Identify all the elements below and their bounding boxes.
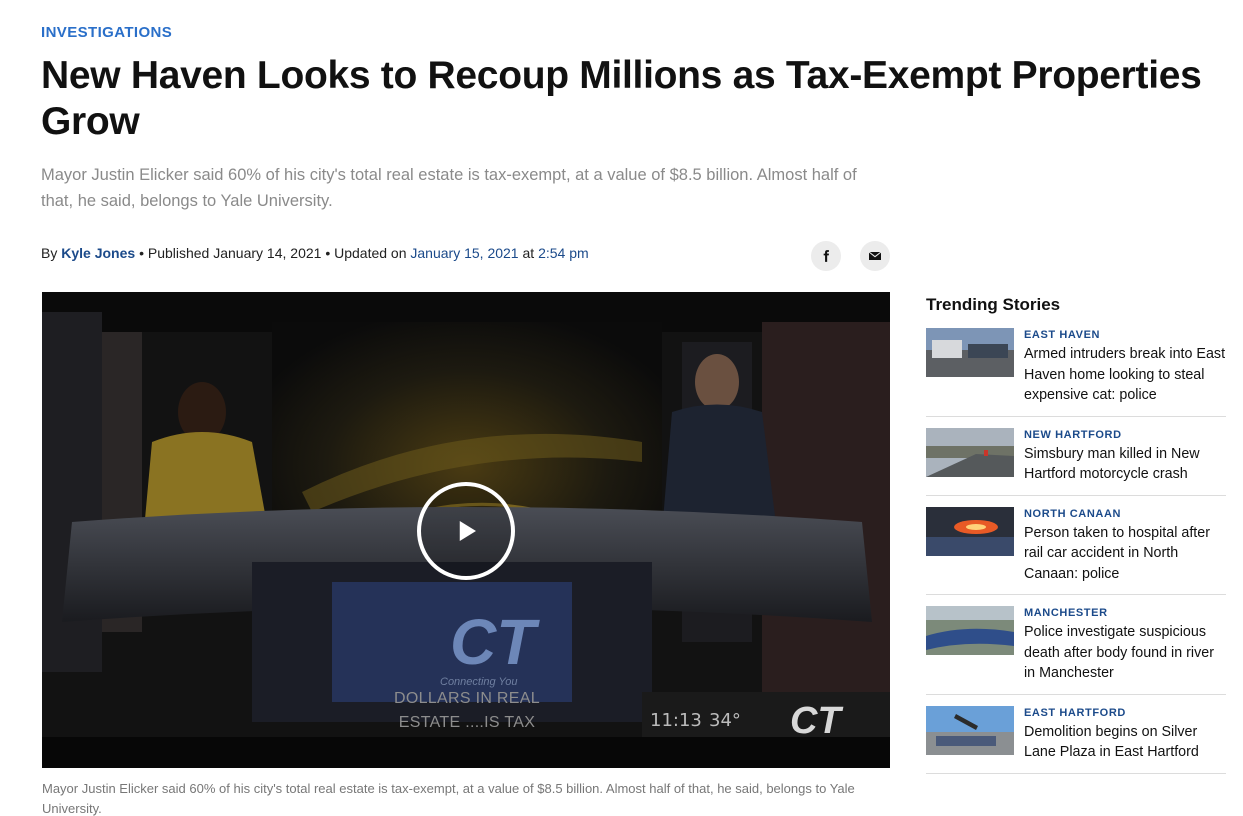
category-link[interactable]: INVESTIGATIONS — [41, 24, 173, 41]
facebook-share-button[interactable] — [811, 241, 841, 271]
trending-headline[interactable]: Demolition begins on Silver Lane Plaza i… — [1024, 723, 1199, 761]
video-frame — [42, 292, 890, 768]
email-icon — [868, 251, 882, 260]
byline-by: By — [41, 245, 58, 261]
video-caption-overlay: DOLLARS IN REAL ESTATE ....IS TAX — [372, 687, 562, 735]
trending-headline[interactable]: Armed intruders break into East Haven ho… — [1024, 346, 1226, 403]
trending-thumbnail[interactable] — [926, 606, 1014, 655]
article-headline: New Haven Looks to Recoup Millions as Ta… — [41, 54, 1202, 143]
published-text: • Published January 14, 2021 • Updated o… — [139, 245, 407, 261]
trending-item[interactable]: NEW HARTFORD Simsbury man killed in New … — [926, 427, 1226, 496]
email-share-button[interactable] — [860, 241, 890, 271]
updated-time: 2:54 pm — [538, 245, 589, 261]
author-link[interactable]: Kyle Jones — [61, 245, 136, 261]
video-clock: 11:13 — [650, 710, 702, 731]
trending-location[interactable]: EAST HARTFORD — [1024, 706, 1126, 719]
article-dek: Mayor Justin Elicker said 60% of his cit… — [41, 166, 857, 210]
video-temperature: 34° — [709, 710, 741, 731]
trending-list: EAST HAVEN Armed intruders break into Ea… — [926, 328, 1226, 785]
trending-thumbnail[interactable] — [926, 328, 1014, 377]
video-caption: Mayor Justin Elicker said 60% of his cit… — [42, 781, 855, 816]
byline: By Kyle Jones • Published January 14, 20… — [41, 245, 589, 261]
channel-bug: CT — [790, 700, 841, 742]
trending-location[interactable]: EAST HAVEN — [1024, 329, 1101, 341]
trending-thumbnail[interactable] — [926, 427, 1014, 477]
trending-location[interactable]: NORTH CANAAN — [1024, 507, 1122, 520]
trending-location[interactable]: MANCHESTER — [1024, 607, 1108, 619]
set-tagline: Connecting You — [440, 676, 518, 688]
trending-location[interactable]: NEW HARTFORD — [1024, 428, 1122, 441]
video-caption-line1: DOLLARS IN REAL — [394, 690, 540, 707]
trending-thumbnail[interactable] — [926, 705, 1014, 755]
play-icon — [459, 521, 476, 541]
trending-item[interactable]: EAST HARTFORD Demolition begins on Silve… — [926, 705, 1226, 774]
trending-title: Trending Stories — [926, 295, 1061, 314]
byline-at: at — [522, 245, 535, 261]
trending-headline[interactable]: Person taken to hospital after rail car … — [1024, 524, 1210, 582]
play-button[interactable] — [417, 482, 515, 580]
trending-item[interactable]: EAST HAVEN Armed intruders break into Ea… — [926, 328, 1226, 417]
facebook-icon — [823, 250, 829, 262]
video-caption-line2: ESTATE ....IS TAX — [398, 714, 536, 731]
trending-headline[interactable]: Police investigate suspicious death afte… — [1024, 624, 1214, 681]
updated-date: January 15, 2021 — [410, 245, 519, 261]
trending-item[interactable]: MANCHESTER Police investigate suspicious… — [926, 606, 1226, 695]
set-logo: CT — [450, 606, 536, 678]
trending-headline[interactable]: Simsbury man killed in New Hartford moto… — [1024, 445, 1200, 483]
trending-item[interactable]: NORTH CANAAN Person taken to hospital af… — [926, 506, 1226, 595]
video-player[interactable]: CT Connecting You DOLLARS IN REAL ESTATE… — [42, 292, 890, 768]
trending-thumbnail[interactable] — [926, 506, 1014, 556]
